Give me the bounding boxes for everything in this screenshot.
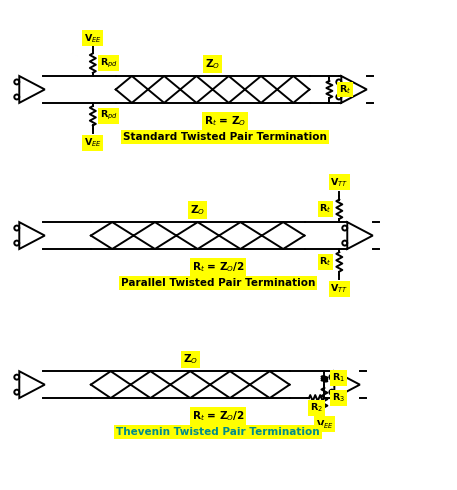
Text: Z$_O$: Z$_O$ bbox=[190, 203, 205, 217]
Text: Standard Twisted Pair Termination: Standard Twisted Pair Termination bbox=[123, 132, 327, 142]
Text: Z$_O$: Z$_O$ bbox=[183, 352, 198, 366]
Text: R$_t$: R$_t$ bbox=[319, 256, 331, 268]
Text: R$_t$: R$_t$ bbox=[319, 203, 331, 216]
Text: V$_{EE}$: V$_{EE}$ bbox=[315, 418, 333, 431]
Text: R$_{pd}$: R$_{pd}$ bbox=[100, 109, 117, 122]
Text: V$_{EE}$: V$_{EE}$ bbox=[84, 136, 102, 149]
Text: R$_2$: R$_2$ bbox=[310, 402, 323, 414]
Text: Thevenin Twisted Pair Termination: Thevenin Twisted Pair Termination bbox=[116, 427, 320, 437]
Text: R$_1$: R$_1$ bbox=[332, 372, 345, 384]
Text: R$_t$: R$_t$ bbox=[339, 83, 351, 96]
Text: R$_t$ = Z$_O$: R$_t$ = Z$_O$ bbox=[204, 114, 246, 128]
Text: R$_t$ = Z$_O$/2: R$_t$ = Z$_O$/2 bbox=[192, 260, 244, 274]
Text: R$_{pd}$: R$_{pd}$ bbox=[100, 56, 117, 70]
Text: R$_t$ = Z$_O$/2: R$_t$ = Z$_O$/2 bbox=[192, 409, 244, 423]
Text: V$_{TT}$: V$_{TT}$ bbox=[330, 176, 348, 189]
Text: V$_{TT}$: V$_{TT}$ bbox=[330, 282, 348, 295]
Text: V$_{EE}$: V$_{EE}$ bbox=[84, 32, 102, 45]
Text: Z$_O$: Z$_O$ bbox=[205, 57, 220, 71]
Text: R$_3$: R$_3$ bbox=[332, 392, 345, 404]
Text: Parallel Twisted Pair Termination: Parallel Twisted Pair Termination bbox=[121, 278, 315, 288]
